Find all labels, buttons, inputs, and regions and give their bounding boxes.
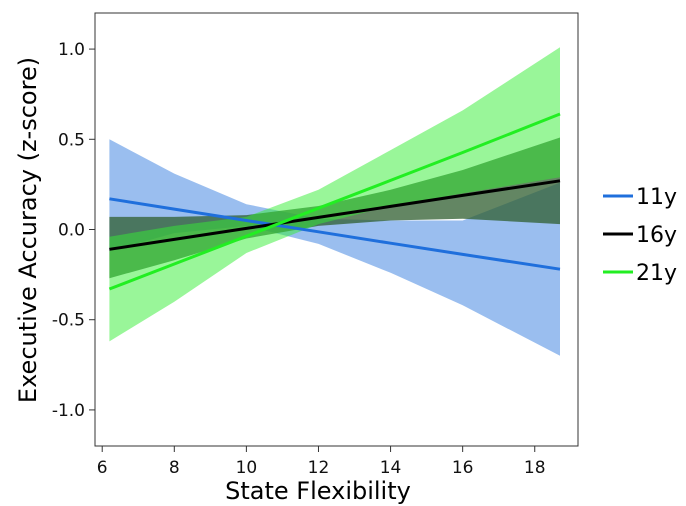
y-tick-label: 1.0 (58, 40, 85, 60)
x-tick-label: 18 (524, 458, 546, 478)
y-axis-title: Executive Accuracy (z-score) (14, 57, 42, 403)
series-line-21y (108, 112, 561, 291)
legend-label-21y: 21y (636, 261, 677, 286)
x-tick-label: 6 (97, 458, 108, 478)
y-tick-label: 0.0 (58, 221, 85, 241)
x-axis-ticks: 6 8 10 12 14 16 18 (97, 446, 546, 478)
x-tick-label: 14 (380, 458, 402, 478)
y-tick-label: -0.5 (52, 311, 85, 331)
x-tick-label: 8 (169, 458, 180, 478)
series-line-16y (109, 179, 561, 251)
legend: 11y 16y 21y (603, 185, 677, 286)
regression-lines (108, 112, 561, 291)
x-tick-label: 12 (308, 458, 330, 478)
legend-label-11y: 11y (636, 185, 677, 210)
confidence-bands (109, 47, 561, 356)
legend-label-16y: 16y (636, 223, 677, 248)
x-tick-label: 16 (452, 458, 474, 478)
x-axis-title: State Flexibility (225, 477, 411, 505)
y-axis-ticks: -1.0 -0.5 0.0 0.5 1.0 (52, 40, 95, 421)
y-tick-label: 0.5 (58, 130, 85, 150)
series-line-11y (109, 197, 561, 271)
y-tick-label: -1.0 (52, 401, 85, 421)
confidence-band-21y (109, 47, 561, 342)
confidence-band-11y (109, 139, 561, 356)
x-tick-label: 10 (236, 458, 258, 478)
